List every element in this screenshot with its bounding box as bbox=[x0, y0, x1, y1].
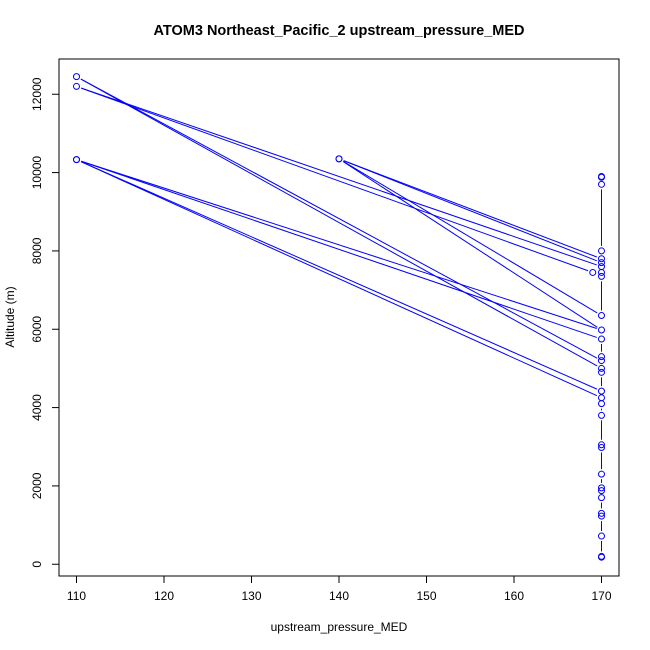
data-point bbox=[598, 259, 605, 267]
data-point bbox=[598, 272, 605, 280]
series-segment bbox=[81, 160, 597, 329]
y-tick-label: 0 bbox=[30, 561, 44, 568]
x-axis-label: upstream_pressure_MED bbox=[271, 620, 408, 634]
series-segment bbox=[80, 78, 598, 367]
data-point bbox=[598, 441, 605, 449]
series-segment bbox=[342, 161, 598, 328]
y-tick-label: 12000 bbox=[30, 77, 44, 111]
data-point bbox=[598, 247, 605, 255]
data-point bbox=[598, 368, 605, 376]
data-point bbox=[598, 394, 605, 402]
series-points bbox=[73, 73, 605, 561]
data-point bbox=[598, 326, 605, 334]
series-segment bbox=[343, 160, 598, 262]
y-axis: 0 2000 4000 6000 8000 10000 12000 bbox=[30, 77, 60, 568]
data-point bbox=[598, 487, 605, 495]
data-point bbox=[598, 494, 605, 502]
data-point bbox=[598, 400, 605, 408]
data-point bbox=[598, 509, 605, 517]
data-point bbox=[73, 73, 80, 81]
series-lines bbox=[80, 78, 602, 552]
data-point bbox=[598, 268, 605, 276]
data-point bbox=[589, 268, 597, 276]
data-point bbox=[598, 512, 605, 520]
data-point bbox=[335, 155, 343, 163]
y-tick-label: 8000 bbox=[30, 237, 44, 264]
y-tick-label: 6000 bbox=[30, 316, 44, 343]
series-segment bbox=[81, 87, 597, 266]
data-point bbox=[598, 255, 605, 263]
series-segment bbox=[80, 161, 598, 390]
series-segment bbox=[81, 160, 597, 338]
plot-frame bbox=[58, 58, 620, 577]
data-point bbox=[598, 263, 605, 271]
x-tick-label: 120 bbox=[154, 589, 174, 603]
data-point bbox=[598, 180, 605, 188]
chart-title: ATOM3 Northeast_Pacific_2 upstream_press… bbox=[154, 23, 525, 39]
x-tick-label: 130 bbox=[241, 589, 261, 603]
data-point bbox=[598, 387, 605, 395]
series-segment bbox=[81, 87, 589, 272]
data-point bbox=[598, 411, 605, 419]
data-point bbox=[598, 173, 605, 180]
data-point bbox=[598, 470, 605, 478]
data-point bbox=[73, 156, 80, 164]
series-segment bbox=[80, 78, 598, 359]
data-point bbox=[598, 444, 605, 452]
y-tick-label: 2000 bbox=[30, 472, 44, 499]
data-point bbox=[598, 364, 605, 372]
data-point bbox=[598, 532, 605, 540]
y-tick-label: 4000 bbox=[30, 394, 44, 421]
data-point bbox=[598, 357, 605, 365]
data-point bbox=[598, 484, 605, 492]
data-point bbox=[73, 82, 80, 90]
data-point bbox=[598, 312, 605, 320]
series-segment bbox=[343, 160, 598, 258]
x-tick-label: 170 bbox=[591, 589, 611, 603]
data-point bbox=[598, 353, 605, 361]
y-axis-label: Altitude (m) bbox=[3, 286, 17, 347]
x-tick-label: 150 bbox=[416, 589, 436, 603]
series-segment bbox=[80, 161, 598, 397]
x-tick-label: 110 bbox=[67, 589, 86, 603]
data-point bbox=[598, 335, 605, 343]
x-tick-label: 160 bbox=[504, 589, 524, 603]
x-tick-label: 140 bbox=[329, 589, 349, 603]
x-axis: 110 120 130 140 150 160 170 bbox=[67, 575, 612, 603]
data-point bbox=[598, 552, 605, 560]
series-segment bbox=[343, 161, 598, 314]
y-tick-label: 10000 bbox=[30, 156, 44, 190]
